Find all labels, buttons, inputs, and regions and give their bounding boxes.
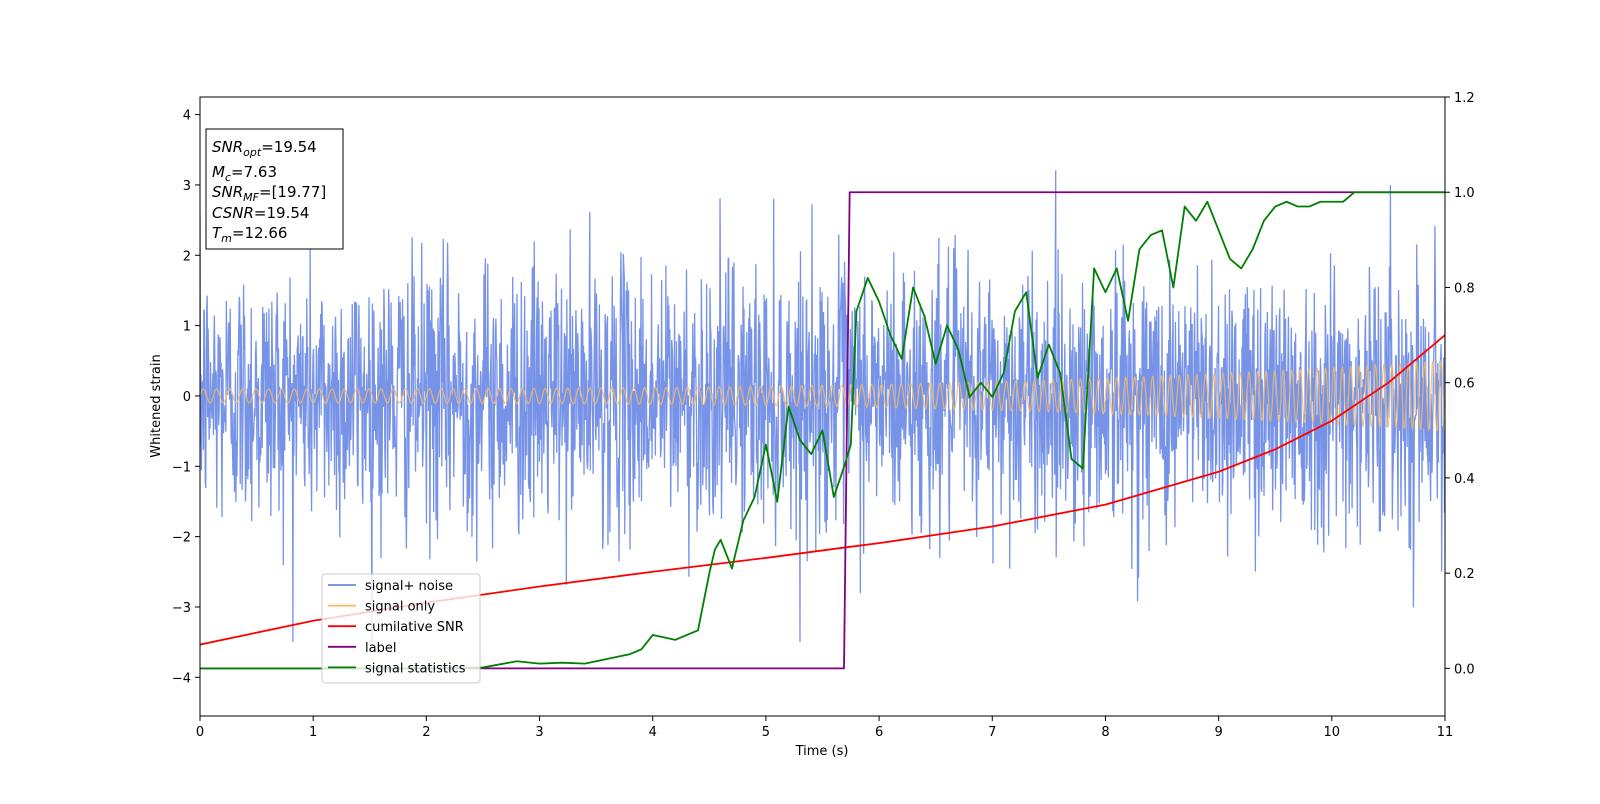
x-tick-label: 8 — [1101, 725, 1109, 740]
y-tick-label: 0 — [183, 390, 191, 405]
x-tick-label: 0 — [196, 725, 204, 740]
plot-frame — [199, 96, 1446, 717]
y-axis-label: Whitened strain — [149, 354, 164, 457]
x-tick-label: 5 — [762, 725, 770, 740]
y-tick-label: −4 — [172, 671, 191, 686]
y-right-tick-label: 0.6 — [1454, 377, 1475, 392]
y-right-tick-label: 0.8 — [1454, 281, 1475, 296]
x-tick-label: 9 — [1214, 725, 1222, 740]
legend-label: signal statistics — [365, 661, 466, 676]
legend-label: label — [365, 641, 396, 656]
x-tick-label: 3 — [535, 725, 543, 740]
info-box-line: SNRMF=[19.77] — [212, 183, 326, 204]
legend-label: signal only — [365, 600, 435, 615]
x-tick-label: 6 — [875, 725, 883, 740]
series-signal-statistics-line — [200, 191, 1445, 670]
y-right-tick-label: 0.4 — [1454, 472, 1475, 487]
ticks-layer: 0 1 2 3 4 5 6 7 8 9 10 11 −4 −3 −2 −1 0 1 2 3 4 0.0 0.2 0.4 0.6 0… — [172, 91, 1475, 740]
info-box-line: SNRopt=19.54 — [212, 138, 317, 159]
series-signal-noise-line — [200, 170, 1445, 643]
y-tick-label: 4 — [183, 109, 191, 124]
y-tick-label: 2 — [183, 249, 191, 264]
legend-frame — [321, 573, 481, 684]
info-box-line: Mc=7.63 — [212, 163, 277, 184]
x-tick-label: 4 — [649, 725, 657, 740]
series-signal-only-line — [200, 359, 1445, 433]
series-label-line — [200, 191, 1445, 670]
x-tick-label: 2 — [422, 725, 430, 740]
x-tick-label: 10 — [1324, 725, 1341, 740]
y-tick-label: −2 — [172, 531, 191, 546]
y-tick-label: −1 — [172, 460, 191, 475]
legend-label: signal+ noise — [365, 579, 453, 594]
y-right-tick-label: 0.0 — [1454, 662, 1475, 677]
x-axis-label: Time (s) — [795, 744, 849, 759]
y-right-tick-label: 0.2 — [1454, 567, 1475, 582]
y-tick-label: 1 — [183, 320, 191, 335]
legend-label: cumilative SNR — [365, 620, 464, 635]
y-right-tick-label: 1.0 — [1454, 186, 1475, 201]
x-tick-label: 7 — [988, 725, 996, 740]
legend: signal+ noise signal only cumilative SNR la… — [321, 573, 481, 684]
y-tick-label: 3 — [183, 179, 191, 194]
info-box-line: Tm=12.66 — [212, 224, 287, 245]
y-tick-label: −3 — [172, 601, 191, 616]
x-tick-label: 1 — [309, 725, 317, 740]
info-box: SNRopt=19.54 Mc=7.63SNRMF=[19.77]CSNR=19.… — [205, 128, 344, 250]
info-box-line: CSNR=19.54 — [212, 204, 309, 222]
info-box-frame — [205, 128, 344, 250]
y-right-tick-label: 1.2 — [1454, 91, 1475, 106]
x-tick-label: 11 — [1437, 725, 1454, 740]
